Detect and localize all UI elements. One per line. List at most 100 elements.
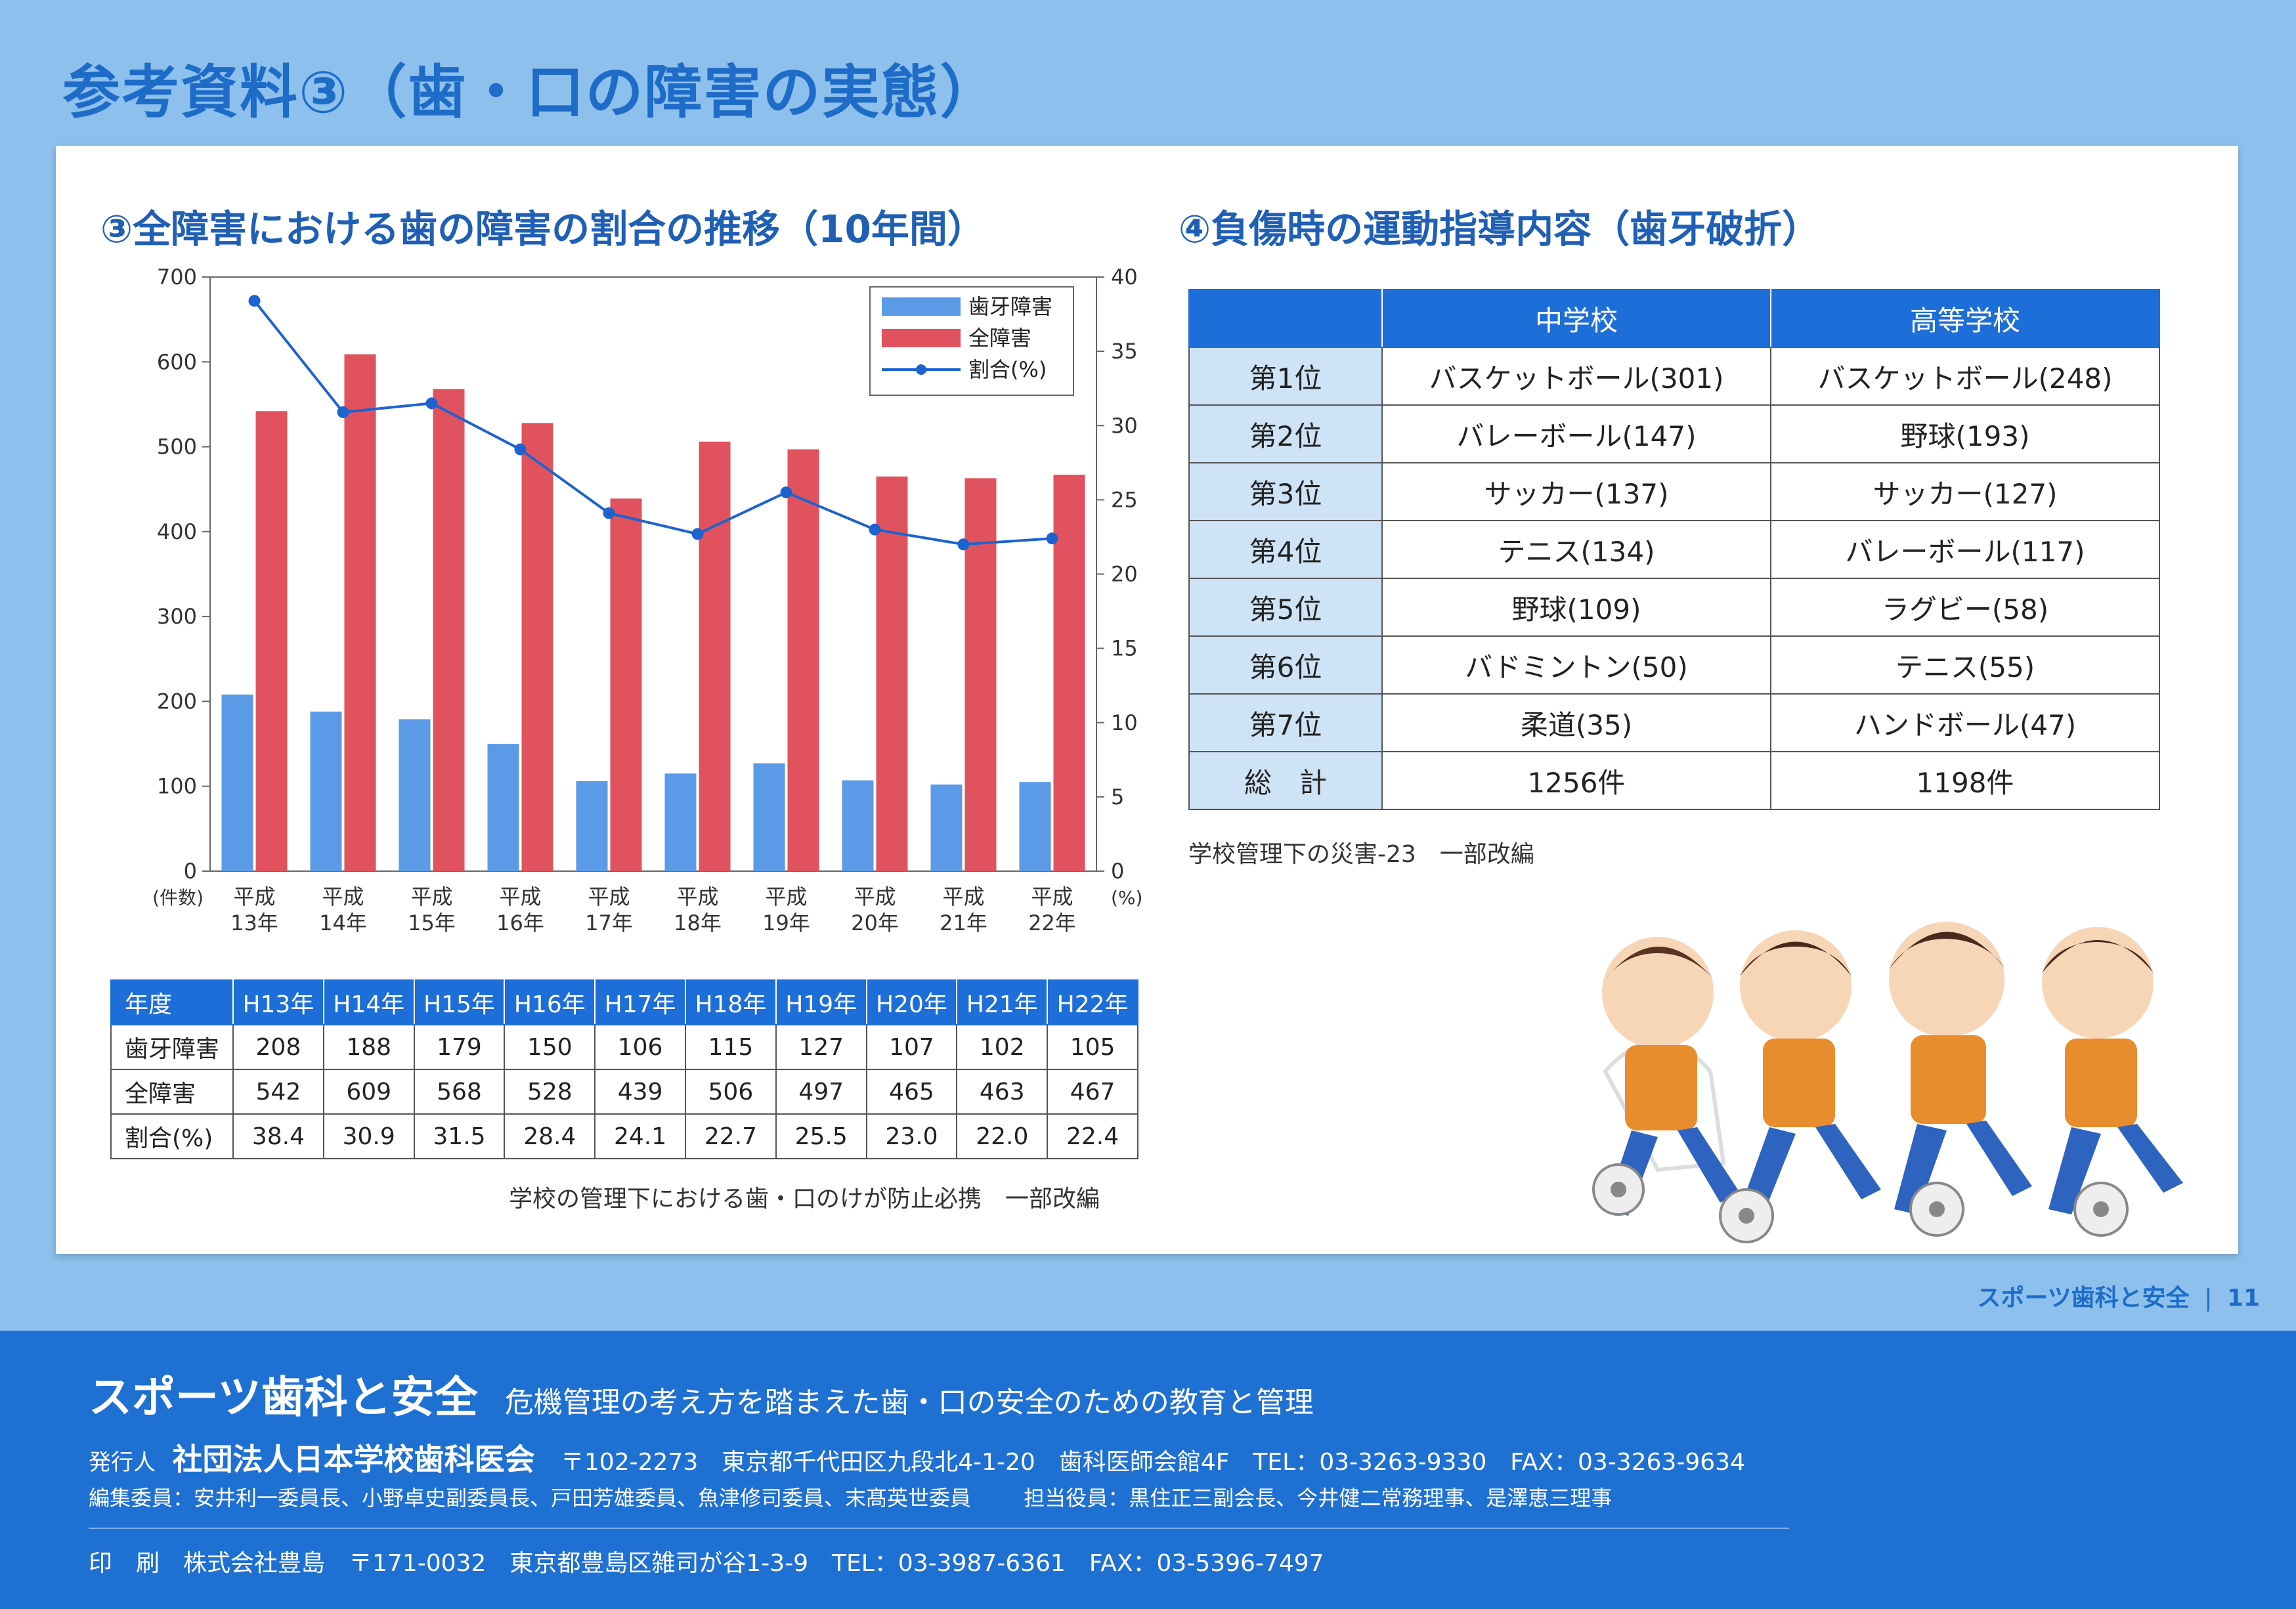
injury-ranking-table: 中学校 高等学校 第1位 バスケットボール(301) バスケットボール(248)… xyxy=(1188,289,2160,810)
x-tick-label: 平成 xyxy=(1031,884,1073,909)
soccer-ball-icon xyxy=(1592,1163,1645,1216)
right-source-note: 学校管理下の災害-23 一部改編 xyxy=(1188,841,1534,868)
bar-tooth-injury xyxy=(221,695,253,871)
ratio-point xyxy=(425,397,438,410)
table-cell: 506 xyxy=(684,1069,777,1115)
bar-all-injury xyxy=(876,476,908,871)
row-label: 歯牙障害 xyxy=(110,1024,234,1070)
y2-tick-label: 35 xyxy=(1111,339,1138,364)
bar-tooth-injury xyxy=(930,784,963,871)
bar-tooth-injury xyxy=(310,711,342,871)
table-header-year: H18年 xyxy=(684,979,777,1025)
table-cell: 22.4 xyxy=(1047,1113,1138,1159)
table-cell: 127 xyxy=(775,1024,867,1070)
bar-all-injury xyxy=(699,441,731,871)
legend-label: 全障害 xyxy=(968,326,1031,351)
legend-label: 歯牙障害 xyxy=(968,294,1052,319)
table-cell: 30.9 xyxy=(322,1113,415,1159)
y-unit-label: (件数) xyxy=(152,887,204,909)
table-cell: 463 xyxy=(956,1069,1049,1115)
y2-tick-label: 30 xyxy=(1111,413,1138,438)
y2-tick-label: 5 xyxy=(1111,784,1124,809)
footer-publisher-name: 社団法人日本学校歯科医会 xyxy=(172,1442,535,1477)
footer-title-line: スポーツ歯科と安全 危機管理の考え方を踏まえた歯・口の安全のための教育と管理 xyxy=(89,1362,1314,1425)
ratio-point xyxy=(603,507,615,519)
x-tick-label: 22年 xyxy=(1028,911,1076,935)
y-tick-label: 700 xyxy=(157,265,197,290)
x-tick-label: 平成 xyxy=(410,884,452,909)
rank-label: 第2位 xyxy=(1188,404,1383,463)
ratio-point xyxy=(514,443,527,456)
bar-tooth-injury xyxy=(576,781,608,871)
table-header-year: H17年 xyxy=(594,979,686,1025)
child-figure xyxy=(2042,927,2183,1214)
footer-subtitle: 危機管理の考え方を踏まえた歯・口の安全のための教育と管理 xyxy=(504,1386,1314,1419)
x-tick-label: 平成 xyxy=(854,884,896,909)
bar-tooth-injury xyxy=(487,744,519,871)
rank-high-cell: 野球(193) xyxy=(1770,404,2160,463)
x-tick-label: 14年 xyxy=(319,911,367,935)
footer: スポーツ歯科と安全 危機管理の考え方を踏まえた歯・口の安全のための教育と管理 発… xyxy=(0,1331,2296,1609)
ranking-header-row: 中学校 高等学校 xyxy=(1188,289,2160,348)
x-tick-label: 平成 xyxy=(588,884,630,909)
rank-middle-cell: テニス(134) xyxy=(1381,520,1771,579)
footer-publisher-line: 発行人 社団法人日本学校歯科医会 〒102-2273 東京都千代田区九段北4-1… xyxy=(89,1436,1745,1479)
table-header-year: H14年 xyxy=(322,979,415,1025)
y-tick-label: 0 xyxy=(184,859,197,884)
soccer-ball-icon xyxy=(1719,1188,1774,1243)
y2-tick-label: 10 xyxy=(1111,710,1138,735)
ranking-row: 第3位 サッカー(137) サッカー(127) xyxy=(1188,462,2160,521)
bar-tooth-injury xyxy=(399,719,431,871)
table-header-year: H16年 xyxy=(504,979,596,1025)
x-tick-label: 平成 xyxy=(499,884,541,909)
yearly-data-table: 年度 H13年 H14年 H15年 H16年 H17年 H18年 H19年 H2… xyxy=(110,979,1138,1159)
x-tick-label: 16年 xyxy=(496,911,544,935)
legend-swatch xyxy=(882,297,961,316)
rank-label: 第7位 xyxy=(1188,693,1383,752)
bar-tooth-injury xyxy=(842,780,874,871)
y-tick-label: 300 xyxy=(157,604,197,629)
right-section-heading: ④負傷時の運動指導内容（歯牙破折） xyxy=(1179,207,1821,251)
table-header-year: H20年 xyxy=(865,979,958,1025)
table-cell: 105 xyxy=(1047,1024,1138,1070)
bar-all-injury xyxy=(344,354,376,871)
footer-divider xyxy=(89,1528,1789,1529)
y2-tick-label: 0 xyxy=(1111,859,1124,884)
x-tick-label: 平成 xyxy=(676,884,718,909)
footer-officers: 担当役員：黒住正三副会長、今井健二常務理事、是澤恵三理事 xyxy=(1024,1486,1613,1511)
soccer-ball-icon xyxy=(1909,1182,1964,1237)
ratio-point xyxy=(691,528,704,540)
x-tick-label: 平成 xyxy=(765,884,807,909)
table-cell: 208 xyxy=(232,1024,324,1070)
x-tick-label: 13年 xyxy=(230,911,278,935)
x-tick-label: 21年 xyxy=(940,911,987,935)
rank-middle-cell: バドミントン(50) xyxy=(1381,635,1771,695)
rank-high-cell: ラグビー(58) xyxy=(1770,578,2160,637)
footer-editors-line: 編集委員：安井利一委員長、小野卓史副委員長、戸田芳雄委員、魚津修司委員、末髙英世… xyxy=(89,1482,1612,1512)
rank-label: 総 計 xyxy=(1188,751,1383,810)
ranking-row: 第4位 テニス(134) バレーボール(117) xyxy=(1188,520,2160,579)
x-tick-label: 15年 xyxy=(408,911,456,935)
bar-all-injury xyxy=(787,449,819,871)
table-header-year: H22年 xyxy=(1047,979,1138,1025)
x-tick-label: 17年 xyxy=(585,911,633,935)
ratio-point xyxy=(1046,532,1058,545)
table-cell: 188 xyxy=(322,1024,415,1070)
table-header-year: H15年 xyxy=(413,979,506,1025)
table-cell: 24.1 xyxy=(594,1113,686,1159)
table-row-tooth-injury: 歯牙障害 208 188 179 150 106 115 127 107 102… xyxy=(110,1024,1138,1070)
rank-label: 第6位 xyxy=(1188,635,1383,695)
bar-tooth-injury xyxy=(664,773,697,871)
rank-high-cell: バスケットボール(248) xyxy=(1770,347,2160,406)
table-row-ratio: 割合(%) 38.4 30.9 31.5 28.4 24.1 22.7 25.5… xyxy=(110,1113,1138,1159)
table-cell: 25.5 xyxy=(775,1113,867,1159)
table-header-year: H19年 xyxy=(775,979,867,1025)
rank-label: 第5位 xyxy=(1188,578,1383,637)
child-figure xyxy=(1602,937,1740,1216)
rank-middle-cell: 1256件 xyxy=(1381,751,1771,810)
table-cell: 28.4 xyxy=(504,1113,596,1159)
tooth-injury-chart: 0 100 200 300 400 500 600 700 0 5 10 15 20 25 30 35 40 (件… xyxy=(152,265,1142,935)
x-tick-label: 平成 xyxy=(233,884,275,909)
rank-middle-cell: バスケットボール(301) xyxy=(1381,347,1771,406)
y-tick-label: 100 xyxy=(157,774,197,799)
